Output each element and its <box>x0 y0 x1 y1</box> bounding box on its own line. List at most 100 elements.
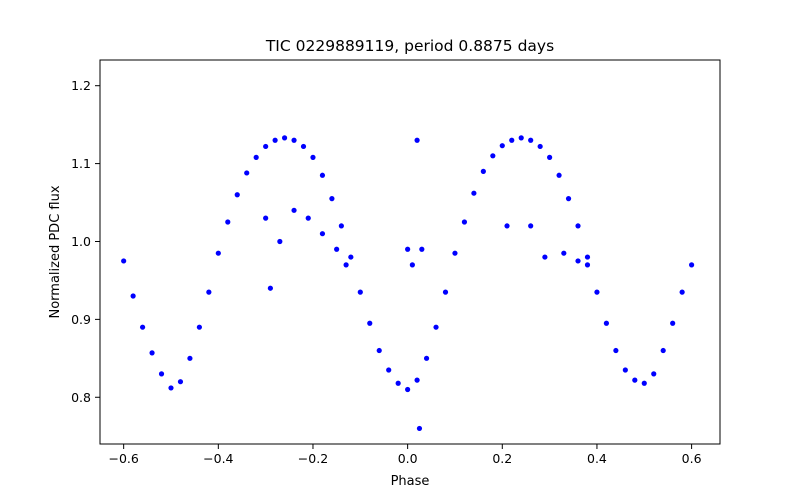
data-point <box>225 219 231 225</box>
x-tick-label: 0.2 <box>492 451 512 466</box>
data-point <box>660 347 666 354</box>
data-point <box>263 143 269 150</box>
data-point <box>613 347 619 354</box>
data-point <box>452 250 458 256</box>
data-point <box>584 254 591 260</box>
data-point <box>386 367 392 373</box>
y-tick-label: 1.0 <box>71 234 91 249</box>
data-point <box>442 289 449 295</box>
data-point <box>518 135 524 141</box>
data-point <box>357 289 363 295</box>
x-tick-label: 0.6 <box>682 451 702 466</box>
x-axis: −0.6 −0.4 −0.2 0.0 0.2 0.4 0.6 <box>108 444 702 466</box>
data-point <box>139 324 146 330</box>
data-point <box>414 377 420 383</box>
data-point <box>679 289 685 295</box>
data-point <box>348 254 354 260</box>
data-point <box>177 379 184 385</box>
data-point <box>281 135 288 141</box>
data-point <box>594 289 600 295</box>
x-tick-label: −0.2 <box>298 451 328 466</box>
data-point <box>244 170 250 176</box>
x-tick-label: 0.0 <box>398 451 418 466</box>
data-point <box>319 231 326 237</box>
data-point <box>367 320 373 326</box>
data-point <box>277 238 283 245</box>
data-point <box>405 246 411 252</box>
chart-title: TIC 0229889119, period 0.8875 days <box>265 37 554 55</box>
data-point <box>575 223 581 229</box>
data-point <box>537 143 543 150</box>
data-point <box>130 293 136 299</box>
data-point <box>504 223 510 229</box>
data-point <box>461 219 468 225</box>
data-point <box>480 168 486 174</box>
data-point <box>319 172 326 178</box>
x-axis-label: Phase <box>391 474 430 489</box>
data-point <box>575 258 581 264</box>
data-point <box>187 355 193 361</box>
data-point <box>263 215 269 221</box>
data-point <box>121 258 127 264</box>
data-point <box>329 196 335 202</box>
data-point <box>509 137 515 143</box>
data-point <box>433 324 439 330</box>
data-point <box>343 262 349 268</box>
data-point <box>206 289 212 295</box>
data-point <box>547 154 553 160</box>
data-point <box>376 347 382 354</box>
data-point <box>670 320 676 326</box>
data-point <box>689 262 695 268</box>
data-point <box>651 371 657 377</box>
data-point <box>622 367 628 373</box>
data-point <box>556 172 562 178</box>
data-point <box>528 223 534 229</box>
data-point <box>215 250 221 256</box>
data-point <box>158 371 165 377</box>
y-tick-label: 0.9 <box>71 312 91 327</box>
data-point <box>300 143 307 150</box>
data-point <box>267 285 273 291</box>
data-point <box>234 192 240 198</box>
y-tick-label: 0.8 <box>71 390 91 405</box>
data-point <box>641 380 647 386</box>
data-point <box>395 380 401 386</box>
data-point <box>338 223 344 229</box>
data-point <box>168 385 174 391</box>
data-point <box>423 355 430 361</box>
data-point <box>310 154 316 160</box>
scatter-points <box>121 135 695 432</box>
x-tick-label: 0.4 <box>587 451 607 466</box>
y-axis-label: Normalized PDC flux <box>48 185 63 318</box>
data-point <box>499 143 505 149</box>
data-point <box>561 250 567 256</box>
data-point <box>603 320 610 326</box>
data-point <box>409 262 415 268</box>
data-point <box>291 137 297 143</box>
data-point <box>565 196 572 202</box>
data-point <box>419 246 425 252</box>
plot-frame <box>99 59 721 445</box>
data-point <box>528 137 534 143</box>
data-point <box>149 350 155 356</box>
data-point <box>632 377 638 383</box>
data-point <box>416 425 423 432</box>
data-point <box>405 386 411 393</box>
data-point <box>490 153 496 159</box>
y-tick-label: 1.2 <box>71 78 91 93</box>
data-point <box>196 324 202 330</box>
data-point <box>334 246 340 252</box>
data-point <box>305 215 311 221</box>
data-point <box>253 154 259 160</box>
y-tick-label: 1.1 <box>71 156 91 171</box>
data-point <box>584 262 591 268</box>
data-point <box>291 207 297 213</box>
y-axis: 0.8 0.9 1.0 1.1 1.2 <box>71 78 100 405</box>
data-point <box>471 190 477 196</box>
data-point <box>414 137 420 143</box>
x-tick-label: −0.6 <box>108 451 138 466</box>
x-tick-label: −0.4 <box>203 451 233 466</box>
data-point <box>542 254 548 260</box>
